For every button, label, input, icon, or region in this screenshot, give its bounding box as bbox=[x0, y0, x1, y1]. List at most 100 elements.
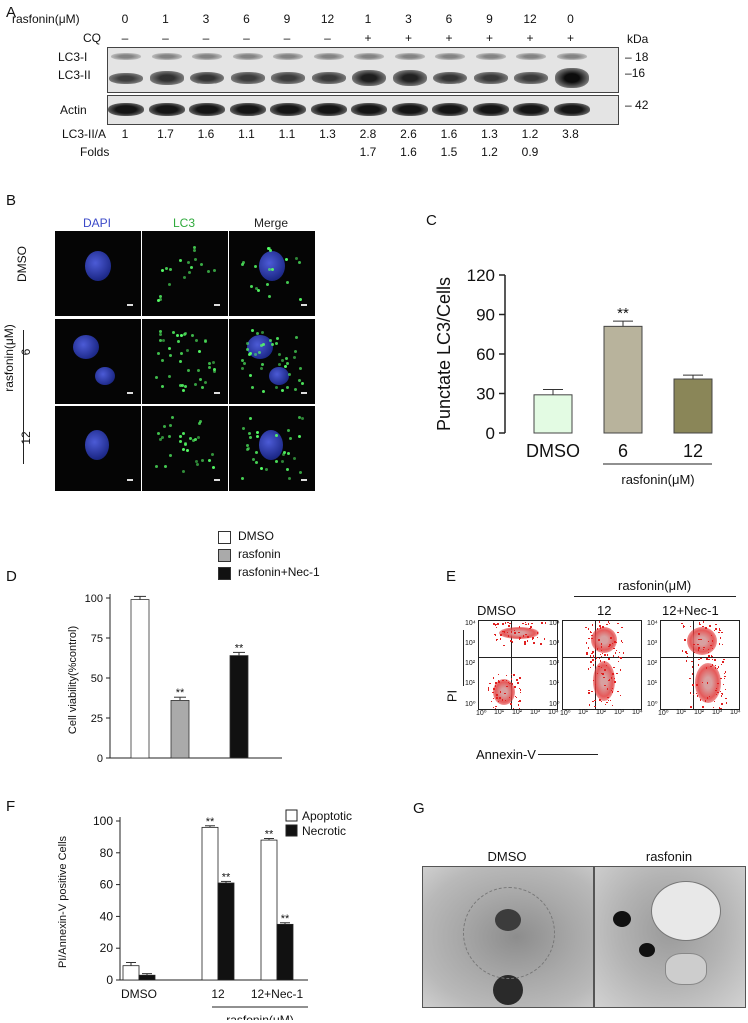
event-dot bbox=[515, 696, 518, 699]
event-dot bbox=[721, 631, 723, 634]
micrograph-r2-c2 bbox=[228, 405, 316, 492]
annexin-axis-label: Annexin-V bbox=[476, 747, 536, 762]
event-dot bbox=[608, 622, 611, 625]
event-dot bbox=[717, 691, 719, 694]
lc3-puncta-14 bbox=[297, 434, 301, 438]
micrograph-r0-c0 bbox=[54, 230, 142, 317]
event-dot bbox=[504, 692, 506, 695]
lc3-puncta-37 bbox=[179, 384, 183, 388]
mw-marker-18: – 18 bbox=[625, 50, 649, 64]
nucleus-0 bbox=[85, 430, 109, 460]
event-dot bbox=[603, 676, 605, 679]
col-header-dapi: DAPI bbox=[82, 216, 111, 230]
lc3-puncta-20 bbox=[288, 437, 292, 441]
panel-label-a: A bbox=[6, 4, 17, 21]
cq-value-6: + bbox=[364, 31, 372, 45]
lc3-puncta-26 bbox=[199, 377, 203, 381]
nucleus-0 bbox=[259, 430, 283, 460]
event-dot bbox=[519, 677, 521, 679]
scale-bar bbox=[214, 392, 220, 394]
event-dot bbox=[719, 637, 722, 639]
event-dot bbox=[718, 631, 720, 633]
actin-band-0 bbox=[108, 103, 144, 116]
lc3-puncta-19 bbox=[183, 385, 187, 389]
lc3-puncta-7 bbox=[293, 456, 297, 460]
ratio-value-9: 1.3 bbox=[481, 127, 498, 141]
em-dark-body-2 bbox=[639, 943, 655, 957]
event-dot bbox=[505, 674, 507, 677]
lc3-puncta-3 bbox=[168, 423, 172, 427]
lc3-puncta-15 bbox=[276, 337, 280, 341]
y-tick-label: 50 bbox=[91, 673, 103, 685]
event-dot bbox=[723, 672, 726, 675]
lc3-puncta-22 bbox=[155, 464, 158, 468]
event-dot bbox=[606, 688, 609, 690]
event-dot bbox=[495, 682, 497, 684]
em-vacuole bbox=[651, 881, 721, 941]
event-dot bbox=[509, 682, 511, 685]
em-dark-body-1 bbox=[613, 911, 631, 927]
event-dot bbox=[524, 641, 526, 643]
lc3-puncta-15 bbox=[280, 459, 284, 463]
y-tick-label: 60 bbox=[476, 345, 495, 364]
actin-band-4 bbox=[270, 103, 306, 116]
lc3-puncta-13 bbox=[200, 262, 204, 266]
y-tick-label: 10³ bbox=[647, 640, 658, 647]
micrograph-r1-c0 bbox=[54, 318, 142, 405]
lc3-puncta-29 bbox=[288, 477, 292, 481]
lc3-puncta-39 bbox=[169, 353, 173, 357]
lc3-puncta-14 bbox=[181, 469, 185, 473]
actin-label: Actin bbox=[60, 103, 87, 117]
actin-western-blot bbox=[107, 95, 619, 125]
lc3-ii-band-11 bbox=[554, 68, 589, 88]
lc3-puncta-38 bbox=[275, 385, 279, 389]
lc3-i-band-3 bbox=[232, 53, 263, 60]
event-dot bbox=[705, 667, 708, 669]
lc3-puncta-21 bbox=[183, 443, 187, 447]
row-label-dmso: DMSO bbox=[15, 246, 29, 282]
event-dot bbox=[719, 629, 721, 632]
lc3-puncta-26 bbox=[261, 389, 265, 393]
lc3-puncta-14 bbox=[268, 295, 272, 299]
lc3-puncta-14 bbox=[158, 298, 162, 302]
lc3-puncta-2 bbox=[158, 330, 162, 334]
event-dot bbox=[506, 708, 509, 709]
lc3-puncta-4 bbox=[268, 268, 272, 272]
event-dot bbox=[527, 623, 530, 625]
y-axis-label: Punctate LC3/Cells bbox=[434, 277, 454, 431]
panel-label-f: F bbox=[6, 798, 16, 815]
event-dot bbox=[691, 660, 693, 663]
em-dense-body bbox=[493, 975, 523, 1005]
apoptosis-necrosis-bar-chart: 0 20 40 60 80 100 PI/Annexin-V positive Cells *… bbox=[57, 809, 352, 1020]
quadrant-vline bbox=[693, 621, 694, 709]
cq-value-0: – bbox=[121, 31, 129, 45]
event-dot bbox=[699, 699, 702, 701]
event-dot bbox=[600, 700, 603, 703]
y-tick-label: 0 bbox=[486, 424, 495, 443]
lc3-puncta-28 bbox=[282, 452, 286, 456]
event-dot bbox=[724, 688, 727, 691]
lc3-puncta-5 bbox=[185, 448, 189, 452]
event-dot bbox=[599, 627, 602, 629]
event-dot bbox=[589, 655, 592, 657]
concentration-4: 9 bbox=[283, 12, 291, 26]
event-dot bbox=[512, 707, 515, 709]
event-dot bbox=[682, 626, 685, 629]
lc3-puncta-7 bbox=[162, 339, 166, 343]
event-dot bbox=[606, 701, 608, 704]
lc3-puncta-7 bbox=[299, 298, 303, 302]
event-dot bbox=[500, 634, 502, 636]
event-dot bbox=[700, 638, 702, 641]
event-dot bbox=[496, 697, 498, 699]
event-dot bbox=[588, 637, 590, 640]
event-dot bbox=[592, 659, 594, 661]
event-dot bbox=[518, 707, 521, 709]
event-dot bbox=[503, 631, 506, 633]
lc3-puncta-11 bbox=[213, 268, 217, 272]
event-dot bbox=[697, 664, 700, 666]
event-dot bbox=[532, 637, 535, 639]
event-dot bbox=[702, 648, 705, 651]
lc3-puncta-27 bbox=[286, 467, 289, 471]
event-dot bbox=[594, 699, 596, 702]
event-dot bbox=[689, 677, 691, 680]
